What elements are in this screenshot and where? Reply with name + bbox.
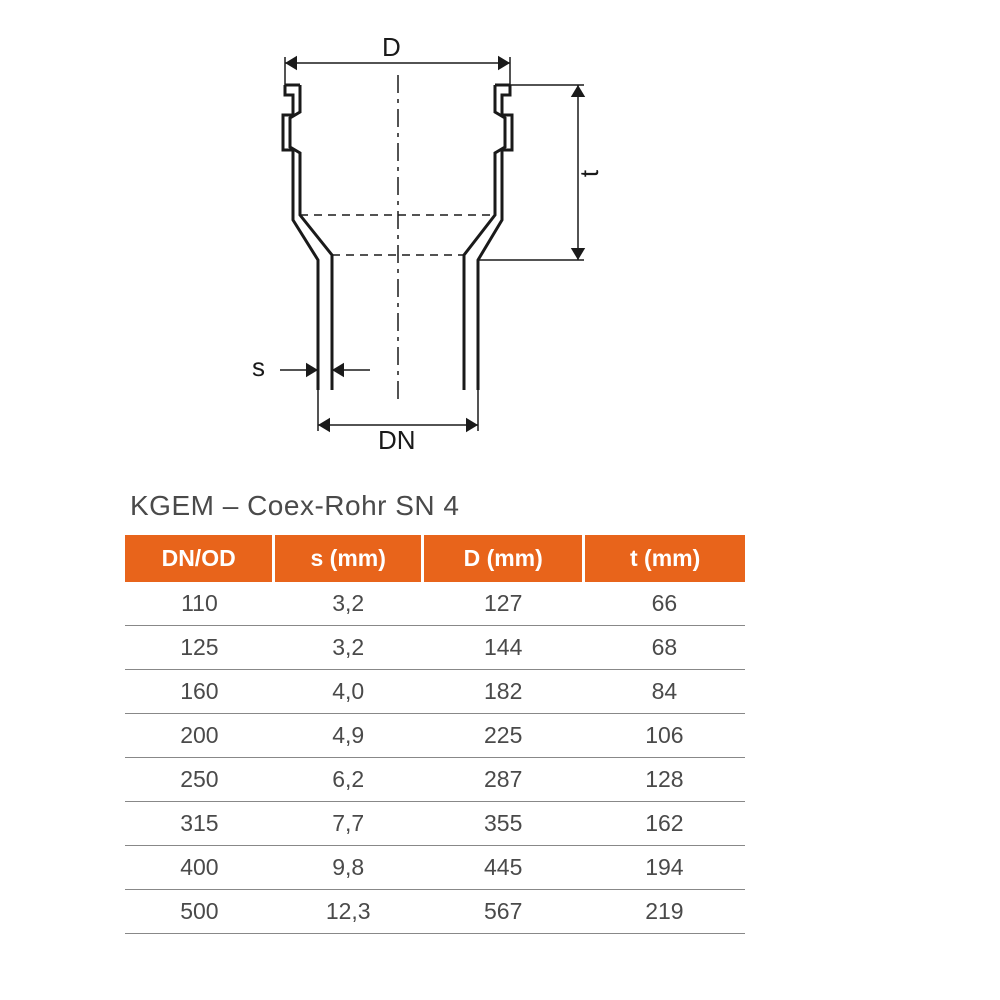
table-cell: 125 [125, 626, 274, 670]
table-cell: 194 [584, 846, 745, 890]
table-cell: 500 [125, 890, 274, 934]
dim-label-d: D [382, 32, 401, 63]
dim-label-t: t [574, 170, 605, 177]
table-cell: 250 [125, 758, 274, 802]
table-cell: 567 [423, 890, 584, 934]
table-row: 50012,3567219 [125, 890, 745, 934]
table-cell: 162 [584, 802, 745, 846]
column-header: DN/OD [125, 535, 274, 582]
pipe-cross-section-svg [180, 30, 680, 460]
column-header: s (mm) [274, 535, 423, 582]
table-row: 1103,212766 [125, 582, 745, 626]
column-header: t (mm) [584, 535, 745, 582]
table-cell: 160 [125, 670, 274, 714]
dim-label-s: s [252, 352, 265, 383]
table-row: 4009,8445194 [125, 846, 745, 890]
table-cell: 287 [423, 758, 584, 802]
table-cell: 84 [584, 670, 745, 714]
table-row: 2506,2287128 [125, 758, 745, 802]
spec-table-container: DN/ODs (mm)D (mm)t (mm)1103,2127661253,2… [125, 535, 745, 934]
table-title: KGEM – Coex-Rohr SN 4 [130, 490, 460, 522]
table-cell: 182 [423, 670, 584, 714]
table-cell: 12,3 [274, 890, 423, 934]
table-cell: 6,2 [274, 758, 423, 802]
table-cell: 128 [584, 758, 745, 802]
table-cell: 7,7 [274, 802, 423, 846]
table-cell: 445 [423, 846, 584, 890]
table-cell: 110 [125, 582, 274, 626]
table-cell: 400 [125, 846, 274, 890]
table-cell: 3,2 [274, 626, 423, 670]
table-cell: 66 [584, 582, 745, 626]
table-cell: 225 [423, 714, 584, 758]
table-cell: 4,9 [274, 714, 423, 758]
table-row: 3157,7355162 [125, 802, 745, 846]
table-row: 1253,214468 [125, 626, 745, 670]
table-cell: 200 [125, 714, 274, 758]
table-cell: 355 [423, 802, 584, 846]
table-cell: 9,8 [274, 846, 423, 890]
table-cell: 127 [423, 582, 584, 626]
dim-label-dn: DN [378, 425, 416, 456]
column-header: D (mm) [423, 535, 584, 582]
table-cell: 68 [584, 626, 745, 670]
spec-table: DN/ODs (mm)D (mm)t (mm)1103,2127661253,2… [125, 535, 745, 934]
technical-diagram: D t s DN [180, 30, 680, 460]
table-cell: 106 [584, 714, 745, 758]
table-row: 2004,9225106 [125, 714, 745, 758]
table-cell: 4,0 [274, 670, 423, 714]
table-cell: 315 [125, 802, 274, 846]
table-cell: 3,2 [274, 582, 423, 626]
table-cell: 219 [584, 890, 745, 934]
table-cell: 144 [423, 626, 584, 670]
table-row: 1604,018284 [125, 670, 745, 714]
